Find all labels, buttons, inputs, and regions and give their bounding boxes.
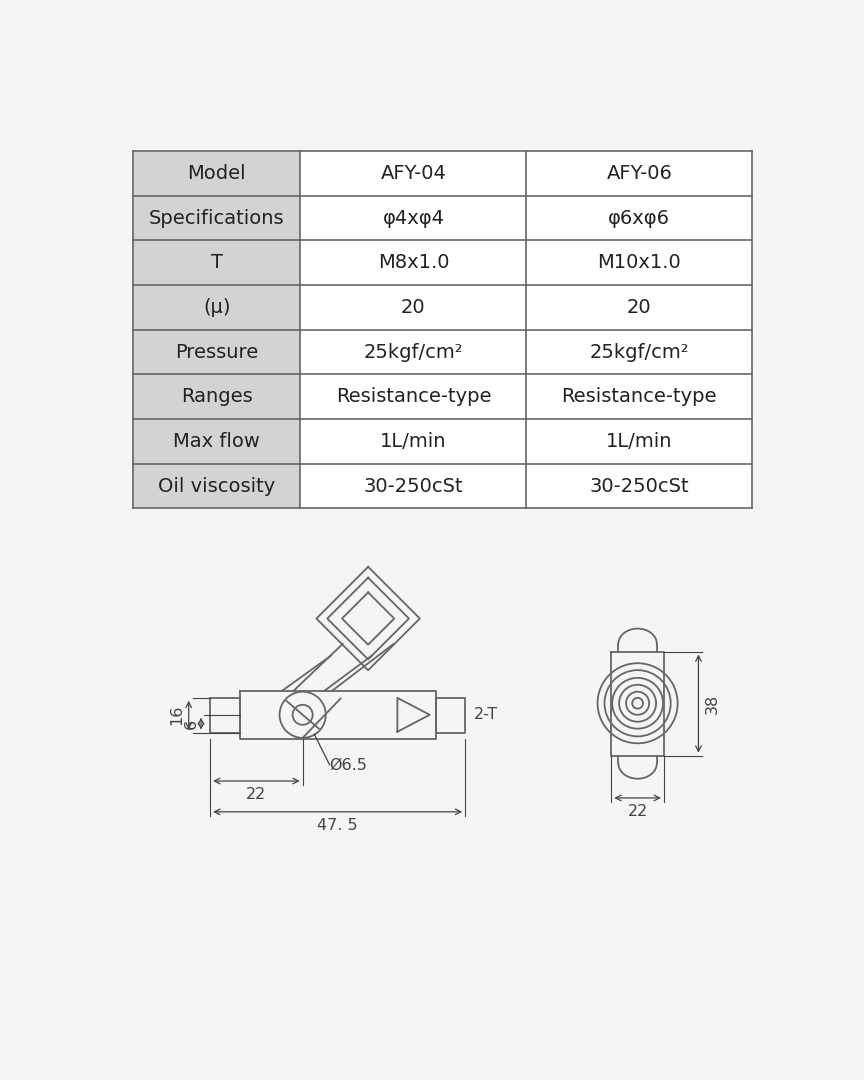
Bar (526, 151, 753, 195)
Text: 16: 16 (168, 705, 184, 726)
Text: Specifications: Specifications (149, 208, 284, 228)
Text: Model: Model (187, 164, 246, 183)
Bar (133, 241, 301, 285)
Text: AFY-04: AFY-04 (380, 164, 447, 183)
Bar (133, 463, 301, 509)
Text: Ø6.5: Ø6.5 (329, 757, 367, 772)
Bar (301, 241, 526, 285)
Text: 6: 6 (184, 718, 200, 729)
Bar (133, 285, 301, 329)
Text: 30-250cSt: 30-250cSt (589, 476, 689, 496)
Text: 1L/min: 1L/min (607, 432, 672, 451)
Bar (133, 375, 301, 419)
Text: 38: 38 (705, 693, 720, 714)
Text: 2-T: 2-T (474, 707, 499, 723)
Text: Oil viscosity: Oil viscosity (158, 476, 276, 496)
Bar (301, 151, 526, 195)
Bar (301, 375, 526, 419)
Bar (301, 195, 526, 241)
Bar (133, 329, 301, 375)
Text: 1L/min: 1L/min (380, 432, 447, 451)
Bar (301, 329, 526, 375)
Bar (526, 329, 753, 375)
Text: Max flow: Max flow (174, 432, 260, 451)
Text: AFY-06: AFY-06 (607, 164, 672, 183)
Text: 47. 5: 47. 5 (317, 819, 358, 833)
Bar (301, 285, 526, 329)
Text: Resistance-type: Resistance-type (335, 388, 491, 406)
Text: Pressure: Pressure (175, 342, 258, 362)
Text: 20: 20 (401, 298, 426, 316)
Bar (526, 419, 753, 463)
Text: 22: 22 (246, 787, 267, 802)
Bar (526, 195, 753, 241)
Bar (133, 419, 301, 463)
Text: 30-250cSt: 30-250cSt (364, 476, 463, 496)
Bar (301, 463, 526, 509)
Bar (526, 241, 753, 285)
Text: M8x1.0: M8x1.0 (378, 254, 449, 272)
Text: φ4xφ4: φ4xφ4 (383, 208, 444, 228)
Bar (526, 375, 753, 419)
Text: 25kgf/cm²: 25kgf/cm² (364, 342, 463, 362)
Text: T: T (211, 254, 223, 272)
Bar (301, 419, 526, 463)
Bar (133, 151, 301, 195)
Bar (526, 285, 753, 329)
Text: 22: 22 (627, 805, 648, 820)
Text: Resistance-type: Resistance-type (562, 388, 717, 406)
Bar (133, 195, 301, 241)
Text: φ6xφ6: φ6xφ6 (608, 208, 670, 228)
Text: 20: 20 (627, 298, 651, 316)
Text: (μ): (μ) (203, 298, 231, 316)
Bar (526, 463, 753, 509)
Text: Ranges: Ranges (181, 388, 252, 406)
Text: M10x1.0: M10x1.0 (598, 254, 681, 272)
Text: 25kgf/cm²: 25kgf/cm² (589, 342, 689, 362)
